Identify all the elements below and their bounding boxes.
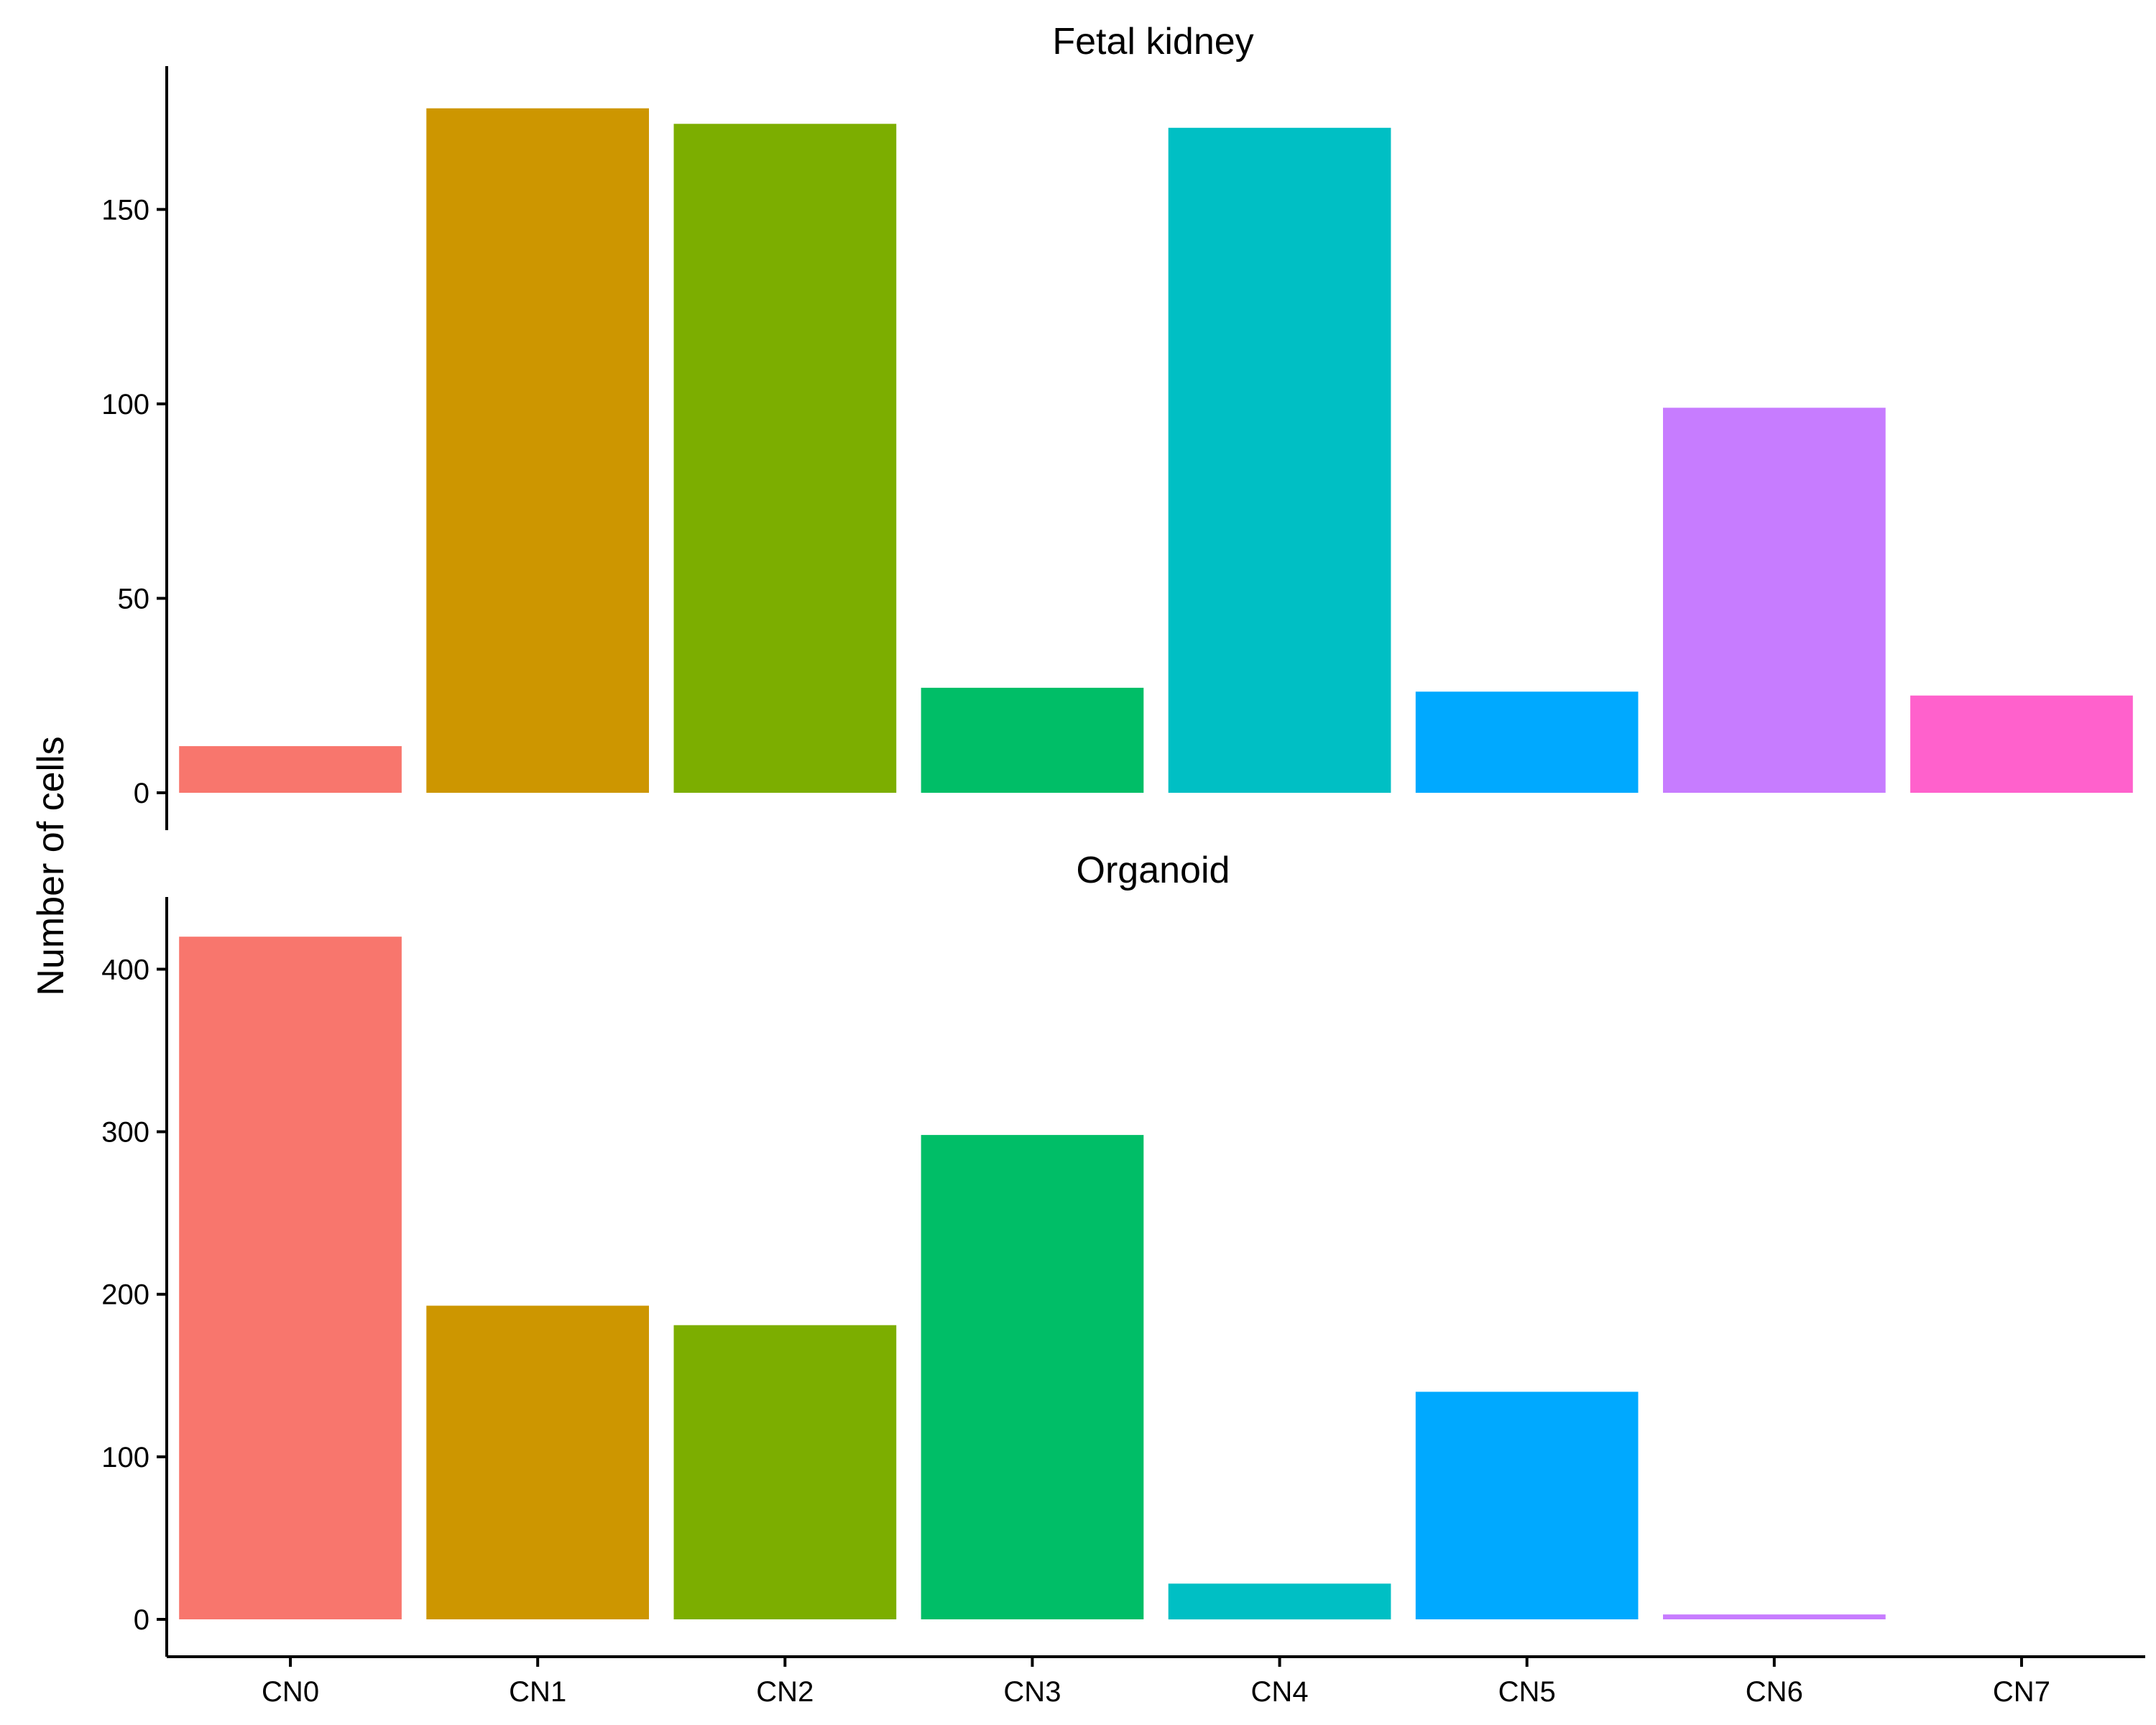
y-tick-label: 300 [101,1117,149,1149]
panel-1: Organoid 0 100 200 300 400 CN0 CN1 CN2 CN3 CN4 CN5 C… [101,850,2145,1708]
chart-panels: Fetal kidney 0 50 100 150 Organoid 0 100 200 300 4… [101,21,2145,1708]
panel-title: Organoid [1077,850,1230,891]
bar-cn1 [426,1305,649,1619]
bar-cn2 [673,124,897,794]
x-tick-label: CN3 [1003,1676,1061,1708]
bar-cn5 [1415,1392,1639,1619]
bar-cn6 [1663,408,1886,793]
bar-cn1 [426,108,649,793]
bar-cn2 [673,1325,897,1619]
bar-cn0 [179,746,402,793]
bar-cn4 [1168,1583,1391,1620]
y-tick-label: 0 [134,1604,149,1636]
panel-title: Fetal kidney [1052,21,1253,63]
y-tick-label: 100 [101,1442,149,1473]
bar-cn4 [1168,127,1391,794]
bar-cn5 [1415,691,1639,793]
bar-cn3 [921,687,1144,793]
y-tick-label: 0 [134,778,149,809]
bar-cn0 [179,937,402,1619]
x-tick-label: CN1 [509,1676,566,1708]
y-tick-label: 200 [101,1279,149,1311]
x-tick-label: CN0 [262,1676,319,1708]
y-tick-label: 100 [101,389,149,420]
y-axis-title: Number of cells [30,736,72,995]
y-tick-label: 150 [101,194,149,226]
x-tick-label: CN2 [756,1676,814,1708]
bar-cn7 [1910,695,2133,793]
y-tick-label: 400 [101,954,149,985]
bar-cn6 [1663,1614,1886,1619]
x-tick-label: CN6 [1746,1676,1803,1708]
x-tick-label: CN5 [1498,1676,1556,1708]
panel-0: Fetal kidney 0 50 100 150 [101,21,2133,830]
x-tick-label: CN4 [1251,1676,1309,1708]
bar-cn3 [921,1135,1144,1619]
x-tick-label: CN7 [1993,1676,2050,1708]
y-tick-label: 50 [118,583,150,615]
